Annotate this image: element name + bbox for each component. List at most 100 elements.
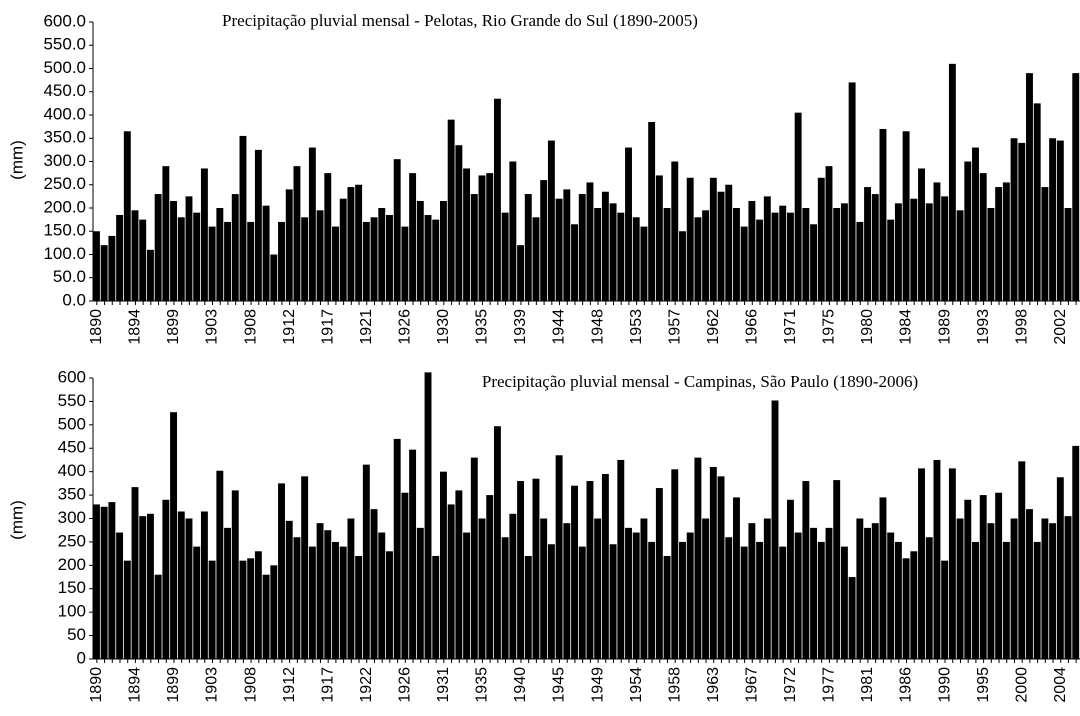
y-tick-label: 500 <box>58 414 86 433</box>
bar <box>625 147 632 301</box>
x-tick-label: 1912 <box>281 309 298 345</box>
bar <box>154 194 162 301</box>
bar <box>93 231 100 301</box>
bar <box>918 468 925 659</box>
bar <box>478 175 486 301</box>
x-tick-label: 1972 <box>782 667 799 703</box>
bar <box>948 63 956 301</box>
bar <box>563 189 571 301</box>
y-axis-label: (mm) <box>7 140 26 180</box>
bar <box>262 574 270 659</box>
chart-title: Precipitação pluvial mensal - Campinas, … <box>482 372 918 391</box>
x-tick-label: 1981 <box>859 667 876 703</box>
bar <box>231 194 239 301</box>
bar <box>617 212 625 301</box>
bar <box>594 208 602 301</box>
bar <box>486 495 494 659</box>
bar <box>524 555 532 659</box>
bar <box>254 149 262 301</box>
y-tick-label: 550 <box>58 391 86 410</box>
bar <box>239 560 247 659</box>
bar <box>1049 138 1057 301</box>
x-tick-label: 1990 <box>936 667 953 703</box>
bar <box>571 485 578 659</box>
x-tick-label: 1995 <box>975 667 992 703</box>
bar <box>887 219 895 301</box>
x-tick-label: 1975 <box>821 309 838 345</box>
bar <box>332 541 339 659</box>
x-tick-label: 1949 <box>589 667 606 703</box>
bar <box>1026 73 1033 302</box>
bar <box>802 208 810 301</box>
bar <box>1064 516 1072 659</box>
bar <box>972 147 979 301</box>
bar <box>378 208 386 301</box>
bar <box>1072 73 1080 302</box>
x-tick-label: 1935 <box>474 667 491 703</box>
bar <box>756 219 764 301</box>
bar <box>108 235 116 301</box>
bar <box>316 523 324 659</box>
y-tick-label: 450.0 <box>43 81 86 100</box>
bar <box>840 203 848 301</box>
bar <box>956 210 964 301</box>
bar <box>409 173 417 301</box>
y-tick-label: 200 <box>58 555 86 574</box>
bar <box>887 532 895 659</box>
x-tick-label: 2004 <box>1052 667 1069 703</box>
bar <box>586 182 594 301</box>
x-tick-label: 1989 <box>936 309 953 345</box>
y-tick-label: 550.0 <box>43 35 86 54</box>
bar <box>432 219 440 301</box>
bar <box>424 372 432 659</box>
y-tick-label: 100.0 <box>43 244 86 263</box>
bar <box>486 173 494 301</box>
y-tick-label: 50 <box>67 625 86 644</box>
bar <box>278 221 285 301</box>
x-tick-label: 1903 <box>204 309 221 345</box>
bar <box>748 201 756 301</box>
bar <box>763 518 771 659</box>
bar <box>995 187 1003 301</box>
bar <box>193 212 201 301</box>
bar <box>671 161 679 301</box>
y-tick-label: 0.0 <box>62 290 86 309</box>
bar <box>632 532 640 659</box>
bar <box>270 565 278 659</box>
bar <box>185 518 193 659</box>
bar <box>247 558 255 659</box>
bar <box>655 175 663 301</box>
x-tick-label: 1908 <box>242 667 259 703</box>
bar <box>254 551 262 659</box>
x-tick-label: 1980 <box>859 309 876 345</box>
bar <box>686 532 694 659</box>
x-tick-label: 2002 <box>1052 309 1069 345</box>
x-tick-label: 1958 <box>666 667 683 703</box>
bar <box>416 201 424 301</box>
bar <box>1072 445 1080 659</box>
bar <box>810 224 818 301</box>
bar <box>224 221 231 301</box>
bar <box>532 478 540 659</box>
bar <box>208 560 216 659</box>
bar <box>447 119 455 302</box>
bar <box>555 198 563 301</box>
bar <box>216 470 224 659</box>
bar <box>709 177 717 301</box>
bar <box>501 537 509 659</box>
bar <box>848 577 856 659</box>
bar <box>609 544 617 659</box>
bar <box>1056 140 1064 301</box>
bar <box>686 177 694 301</box>
bar <box>948 468 956 659</box>
bar <box>586 481 594 659</box>
bar <box>270 254 278 301</box>
bar <box>93 504 100 659</box>
bar <box>894 541 902 659</box>
bar <box>740 546 748 659</box>
bar <box>879 128 887 301</box>
bar <box>679 231 686 301</box>
bar <box>200 168 208 301</box>
bar <box>370 509 378 659</box>
bar <box>763 196 771 301</box>
